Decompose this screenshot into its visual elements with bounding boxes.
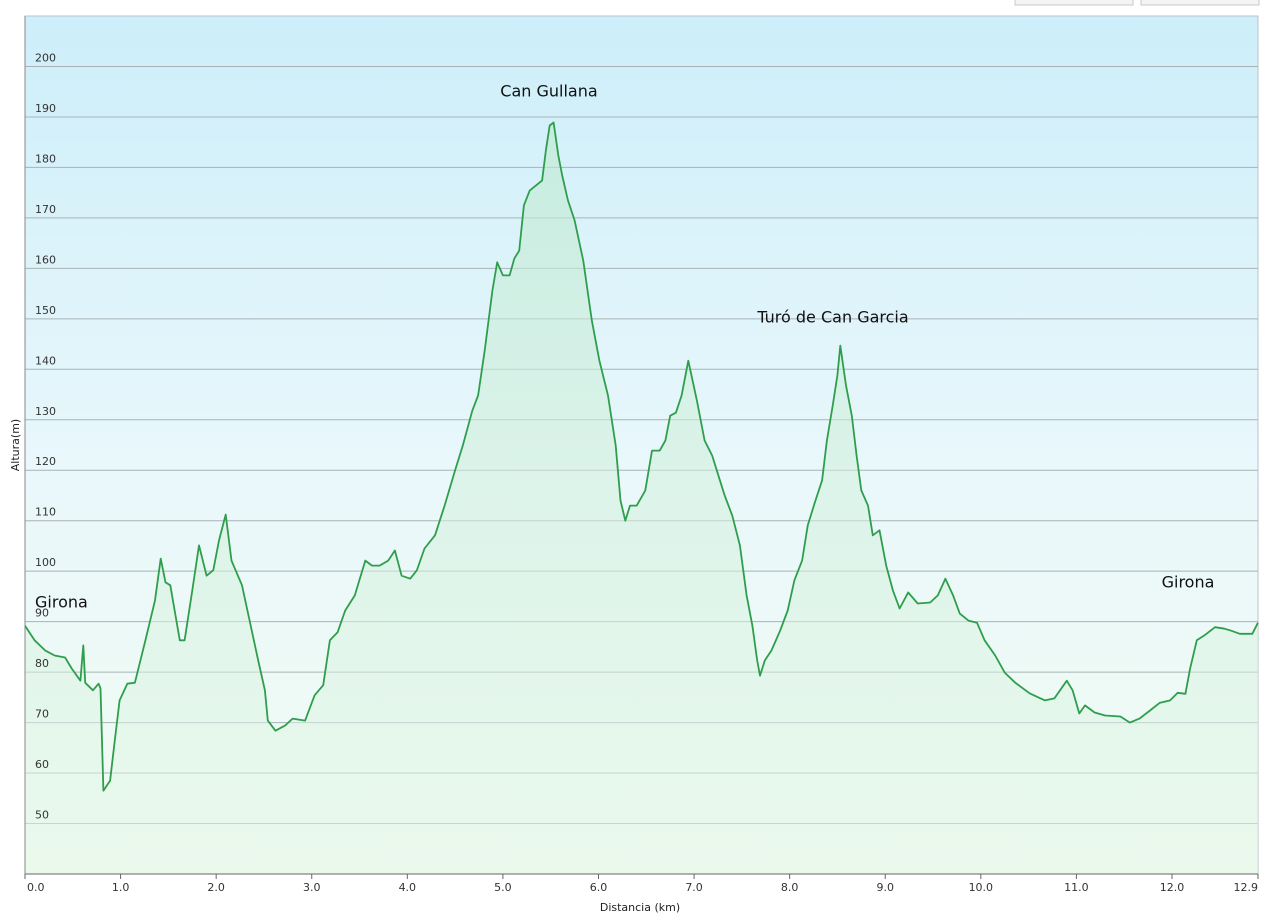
annotation: Girona [1162,573,1215,592]
y-tick-label: 100 [35,556,56,569]
axes: 50 60 70 80 90 100 110 120 130 140 150 160 170 180 190… [24,16,1259,894]
y-tick-label: 180 [35,152,56,165]
x-tick-label: 6.0 [590,881,608,894]
x-tick-label: 4.0 [399,881,417,894]
x-tick-label: 9.0 [876,881,894,894]
y-axis-title: Altura(m) [9,419,22,471]
y-tick-label: 130 [35,405,56,418]
y-tick-label: 150 [35,304,56,317]
y-tick-label: 120 [35,455,56,468]
x-tick-label: 3.0 [303,881,321,894]
x-tick-label: 2.0 [207,881,225,894]
x-tick-label: 7.0 [685,881,703,894]
y-tick-label: 160 [35,253,56,266]
x-tick-label: 10.0 [969,881,994,894]
y-tick-label: 140 [35,354,56,367]
x-tick-label: 8.0 [781,881,799,894]
x-tick-label: 11.0 [1064,881,1089,894]
y-tick-label: 60 [35,758,49,771]
x-tick-label: 12.9 [1234,881,1259,894]
series [24,121,1259,874]
annotation: Girona [35,593,88,612]
x-axis-title: Distancia (km) [600,901,680,914]
y-tick-label: 200 [35,51,56,64]
toolbar-button[interactable] [1014,0,1134,6]
toolbar-button[interactable] [1140,0,1260,6]
y-tick-label: 80 [35,657,49,670]
annotation: Turó de Can Garcia [756,308,908,327]
x-tick-label: 5.0 [494,881,512,894]
y-tick-label: 170 [35,203,56,216]
y-tick-label: 90 [35,607,49,620]
x-tick-label: 12.0 [1160,881,1185,894]
x-tick-label: 0.0 [27,881,45,894]
y-tick-label: 50 [35,809,49,822]
y-tick-label: 70 [35,708,49,721]
x-tick-label: 1.0 [112,881,130,894]
annotation: Can Gullana [500,82,597,101]
y-tick-label: 110 [35,506,56,519]
y-tick-label: 190 [35,102,56,115]
elevation-line [24,121,1259,792]
